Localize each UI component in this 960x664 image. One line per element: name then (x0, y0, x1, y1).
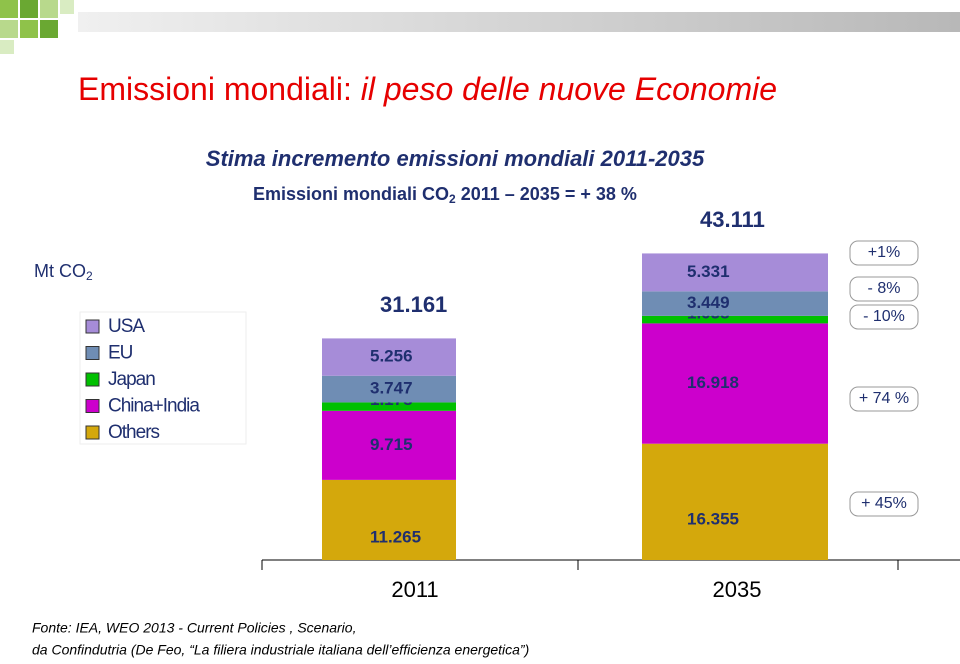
bar-segment (322, 402, 456, 411)
value-label: 5.256 (370, 347, 413, 366)
legend-label: USA (108, 316, 145, 337)
y-label-part: 2 (86, 269, 93, 283)
value-label: 5.331 (687, 262, 730, 281)
corner-decoration (0, 0, 74, 54)
value-label: 16.918 (687, 373, 739, 392)
note: Emissioni mondiali CO2 2011 – 2035 = + 3… (253, 184, 637, 206)
legend-swatch (85, 399, 100, 413)
title-part: il peso delle nuove Economie (361, 71, 777, 107)
value-label: 16.355 (687, 509, 739, 528)
change-badge (849, 386, 919, 412)
legend-swatch (85, 346, 100, 360)
legend-label: Japan (108, 369, 155, 390)
change-badge (849, 491, 919, 517)
bar-segment (642, 323, 828, 444)
x-tick-label: 2035 (713, 577, 762, 602)
note-part: 2011 – 2035 = + 38 % (456, 184, 637, 204)
title: Emissioni mondiali: il peso delle nuove … (78, 71, 777, 107)
note-part: 2 (449, 192, 456, 206)
value-label: 3.449 (687, 293, 730, 312)
legend-box (79, 311, 247, 445)
x-tick-label: 2011 (391, 577, 438, 602)
value-label: 11.265 (370, 527, 421, 546)
bar-segment (642, 253, 828, 292)
value-label: 3.747 (370, 379, 413, 398)
note-part: Emissioni mondiali CO (253, 184, 449, 204)
change-badge (849, 240, 919, 266)
legend-swatch (85, 372, 100, 387)
subtitle: Stima incremento emissioni mondiali 2011… (206, 146, 705, 171)
change-badge (849, 304, 919, 330)
bar-segment (322, 479, 456, 560)
change-label: - 10% (863, 308, 905, 325)
legend-label: China+India (108, 396, 200, 417)
bar-segment (322, 410, 456, 480)
y-axis-label: Mt CO2 (34, 261, 93, 283)
legend-swatch (85, 319, 100, 334)
total-label: 43.111 (700, 207, 765, 232)
legend-swatch (85, 425, 100, 440)
legend-label: Others (108, 422, 160, 443)
source: da Confindutria (De Feo, “La filiera ind… (32, 642, 529, 658)
value-label: 9.715 (370, 435, 413, 454)
bar-segment (642, 315, 828, 324)
change-label: - 8% (868, 280, 901, 297)
change-label: + 74 % (859, 390, 909, 407)
bar-segment (642, 443, 828, 560)
bar-segment (642, 291, 828, 316)
header-bar (78, 12, 960, 32)
change-label: + 45% (861, 495, 907, 512)
change-badge (849, 276, 919, 302)
total-label: 31.161 (380, 292, 447, 317)
bar-segment (322, 338, 456, 376)
title-part: Emissioni mondiali: (78, 71, 361, 107)
source: Fonte: IEA, WEO 2013 - Current Policies … (32, 620, 356, 636)
bar-segment (322, 375, 456, 403)
y-label-part: Mt CO (34, 261, 86, 281)
change-label: +1% (868, 244, 900, 261)
legend-label: EU (108, 343, 133, 364)
